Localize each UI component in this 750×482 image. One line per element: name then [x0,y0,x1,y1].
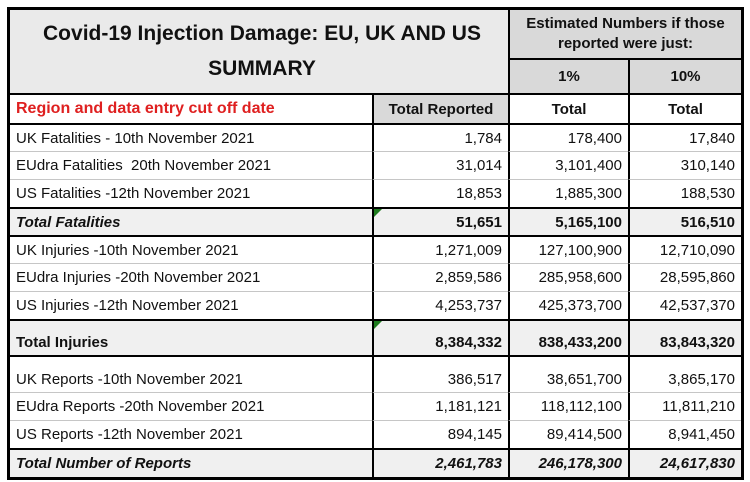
col-header-region: Region and data entry cut off date [10,93,372,123]
total-reported-value: 2,461,783 [372,448,508,477]
pct10-total-value: 8,941,450 [628,420,741,448]
pct1-total-value: 425,373,700 [508,291,628,319]
total-reported-value: 8,384,332 [372,319,508,355]
pct1-total-value: 127,100,900 [508,235,628,263]
title-line-1: Covid-19 Injection Damage: EU, UK AND US [43,22,481,46]
pct1-total-value: 3,101,400 [508,151,628,179]
total-label: Total Number of Reports [10,448,372,477]
col-header-total-1pct: Total [508,93,628,123]
row-label: EUdra Injuries -20th November 2021 [10,263,372,291]
pct10-total-value: 12,710,090 [628,235,741,263]
pct1-total-value: 38,651,700 [508,355,628,392]
pct10-total-value: 17,840 [628,123,741,151]
total-reported-value: 51,651 [372,207,508,235]
row-label: UK Injuries -10th November 2021 [10,235,372,263]
pct10-total-value: 42,537,370 [628,291,741,319]
col-header-1pct: 1% [508,58,628,93]
total-reported-value: 31,014 [372,151,508,179]
row-label: UK Fatalities - 10th November 2021 [10,123,372,151]
pct1-total-value: 285,958,600 [508,263,628,291]
pct1-total-value: 118,112,100 [508,392,628,420]
row-label: US Reports -12th November 2021 [10,420,372,448]
row-label: EUdra Reports -20th November 2021 [10,392,372,420]
cell-error-triangle-icon [374,321,382,329]
total-reported-value: 4,253,737 [372,291,508,319]
row-label: EUdra Fatalities 20th November 2021 [10,151,372,179]
pct10-total-value: 11,811,210 [628,392,741,420]
row-label: US Fatalities -12th November 2021 [10,179,372,207]
total-label: Total Injuries [10,319,372,355]
total-label: Total Fatalities [10,207,372,235]
pct1-total-value: 5,165,100 [508,207,628,235]
total-reported-value: 18,853 [372,179,508,207]
table-title: Covid-19 Injection Damage: EU, UK AND US… [10,10,508,93]
row-label: UK Reports -10th November 2021 [10,355,372,392]
pct1-total-value: 178,400 [508,123,628,151]
pct1-total-value: 838,433,200 [508,319,628,355]
estimated-header: Estimated Numbers if those reported were… [508,10,741,58]
pct10-total-value: 28,595,860 [628,263,741,291]
pct10-total-value: 188,530 [628,179,741,207]
pct10-total-value: 516,510 [628,207,741,235]
row-label: US Injuries -12th November 2021 [10,291,372,319]
col-header-10pct: 10% [628,58,741,93]
total-reported-value: 2,859,586 [372,263,508,291]
col-header-total-10pct: Total [628,93,741,123]
title-line-2: SUMMARY [208,56,316,80]
cell-error-triangle-icon [374,209,382,217]
pct10-total-value: 310,140 [628,151,741,179]
pct10-total-value: 83,843,320 [628,319,741,355]
summary-table: Covid-19 Injection Damage: EU, UK AND US… [7,7,744,480]
pct1-total-value: 1,885,300 [508,179,628,207]
pct1-total-value: 89,414,500 [508,420,628,448]
pct10-total-value: 3,865,170 [628,355,741,392]
total-reported-value: 1,271,009 [372,235,508,263]
total-reported-value: 386,517 [372,355,508,392]
total-reported-value: 1,784 [372,123,508,151]
col-header-total-reported: Total Reported [372,93,508,123]
total-reported-value: 894,145 [372,420,508,448]
pct10-total-value: 24,617,830 [628,448,741,477]
total-reported-value: 1,181,121 [372,392,508,420]
pct1-total-value: 246,178,300 [508,448,628,477]
